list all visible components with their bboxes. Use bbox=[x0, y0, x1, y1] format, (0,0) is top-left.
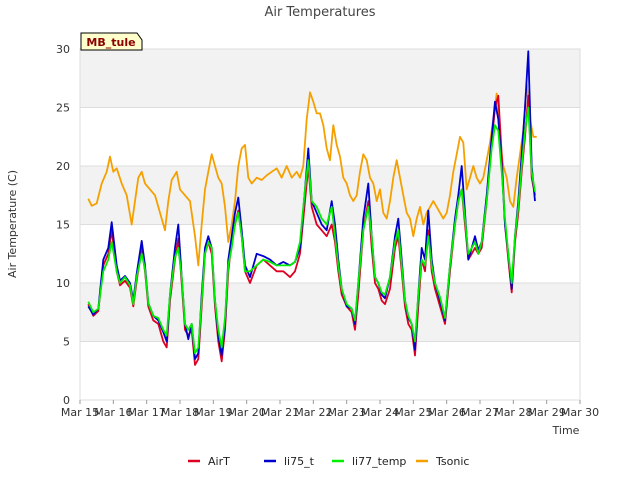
x-tick-label: Mar 15 bbox=[61, 406, 99, 419]
legend-item: Tsonic bbox=[416, 455, 469, 468]
chart-title: Air Temperatures bbox=[264, 5, 375, 20]
site-badge-label: MB_tule bbox=[86, 36, 135, 49]
legend-item: li75_t bbox=[264, 455, 315, 468]
x-tick-label: Mar 17 bbox=[128, 406, 166, 419]
x-tick-label: Mar 18 bbox=[161, 406, 199, 419]
series-lines bbox=[87, 50, 537, 366]
y-tick-label: 10 bbox=[56, 277, 70, 290]
series-line-tsonic bbox=[87, 83, 537, 267]
legend-label: Tsonic bbox=[435, 455, 469, 468]
site-badge: MB_tule bbox=[80, 32, 143, 51]
x-tick-label: Mar 26 bbox=[428, 406, 466, 419]
x-tick-label: Mar 24 bbox=[361, 406, 399, 419]
x-tick-label: Mar 21 bbox=[261, 406, 299, 419]
x-tick-label: Mar 19 bbox=[194, 406, 232, 419]
legend: AirT li75_t li77_temp Tsonic bbox=[188, 455, 469, 468]
legend-label: AirT bbox=[208, 455, 230, 468]
site-badge-box bbox=[80, 32, 143, 51]
plot-frame bbox=[79, 48, 581, 401]
y-tick-label: 30 bbox=[56, 43, 70, 56]
y-axis-title: Air Temperature (C) bbox=[6, 170, 19, 278]
legend-item: li77_temp bbox=[332, 455, 406, 468]
series-line-li77-temp bbox=[87, 106, 536, 355]
x-axis-title: Time bbox=[552, 424, 580, 437]
legend-label: li75_t bbox=[284, 455, 315, 468]
legend-label: li77_temp bbox=[352, 455, 406, 468]
x-tick-label: Mar 16 bbox=[94, 406, 132, 419]
x-tick-label: Mar 29 bbox=[528, 406, 566, 419]
legend-item: AirT bbox=[188, 455, 230, 468]
x-tick-label: Mar 20 bbox=[228, 406, 266, 419]
x-tick-label: Mar 25 bbox=[394, 406, 432, 419]
y-axis-ticks: 0 5 10 15 20 25 30 bbox=[56, 43, 70, 407]
x-tick-label: Mar 27 bbox=[461, 406, 499, 419]
background-band bbox=[80, 49, 580, 108]
y-tick-label: 25 bbox=[56, 102, 70, 115]
x-tick-label: Mar 30 bbox=[561, 406, 599, 419]
y-tick-label: 0 bbox=[63, 394, 70, 407]
y-tick-label: 5 bbox=[63, 336, 70, 349]
x-tick-label: Mar 22 bbox=[294, 406, 332, 419]
y-tick-label: 20 bbox=[56, 160, 70, 173]
background-band bbox=[80, 283, 580, 342]
y-tick-label: 15 bbox=[56, 219, 70, 232]
x-tick-label: Mar 28 bbox=[494, 406, 532, 419]
background-bands bbox=[80, 49, 580, 342]
x-tick-label: Mar 23 bbox=[328, 406, 366, 419]
